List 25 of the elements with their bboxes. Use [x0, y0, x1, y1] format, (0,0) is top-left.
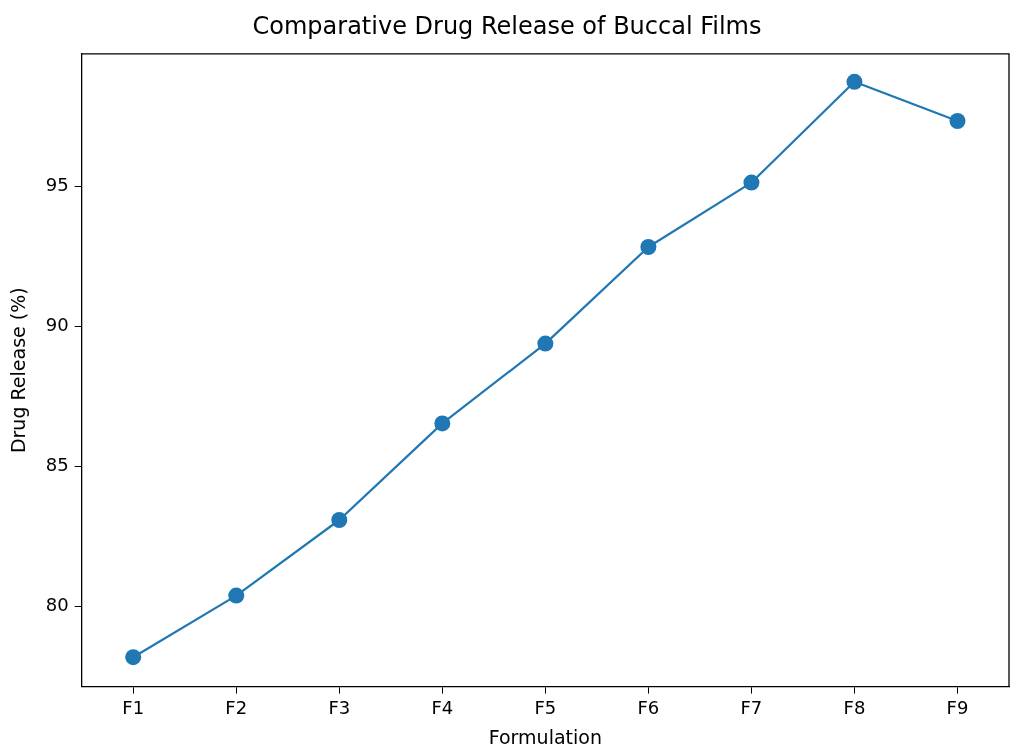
- x-tick-label: F2: [225, 697, 248, 719]
- x-tick-label: F3: [328, 697, 351, 719]
- x-tick-label: F9: [946, 697, 969, 719]
- point: [331, 512, 348, 528]
- point: [434, 415, 451, 432]
- x-tick-label: F6: [637, 697, 660, 719]
- chart-title: Comparative Drug Release of Buccal Films: [252, 11, 762, 40]
- point: [949, 113, 966, 129]
- point: [537, 335, 554, 352]
- x-axis-title: Formulation: [488, 725, 602, 748]
- x-tick-label: F4: [431, 697, 454, 719]
- x-tick-label: F5: [534, 697, 557, 719]
- point: [125, 649, 142, 666]
- x-tick-label: F7: [740, 697, 763, 719]
- y-tick-label: 95: [45, 174, 69, 196]
- y-axis-title: Drug Release (%): [7, 287, 30, 454]
- y-tick-label: 90: [45, 314, 69, 336]
- x-tick-label: F8: [843, 697, 866, 719]
- point: [846, 73, 863, 90]
- y-tick-label: 80: [45, 594, 69, 616]
- point: [743, 174, 760, 191]
- x-tick-label: F1: [122, 697, 145, 719]
- point: [640, 239, 657, 255]
- point: [228, 587, 245, 604]
- y-tick-label: 85: [45, 454, 69, 476]
